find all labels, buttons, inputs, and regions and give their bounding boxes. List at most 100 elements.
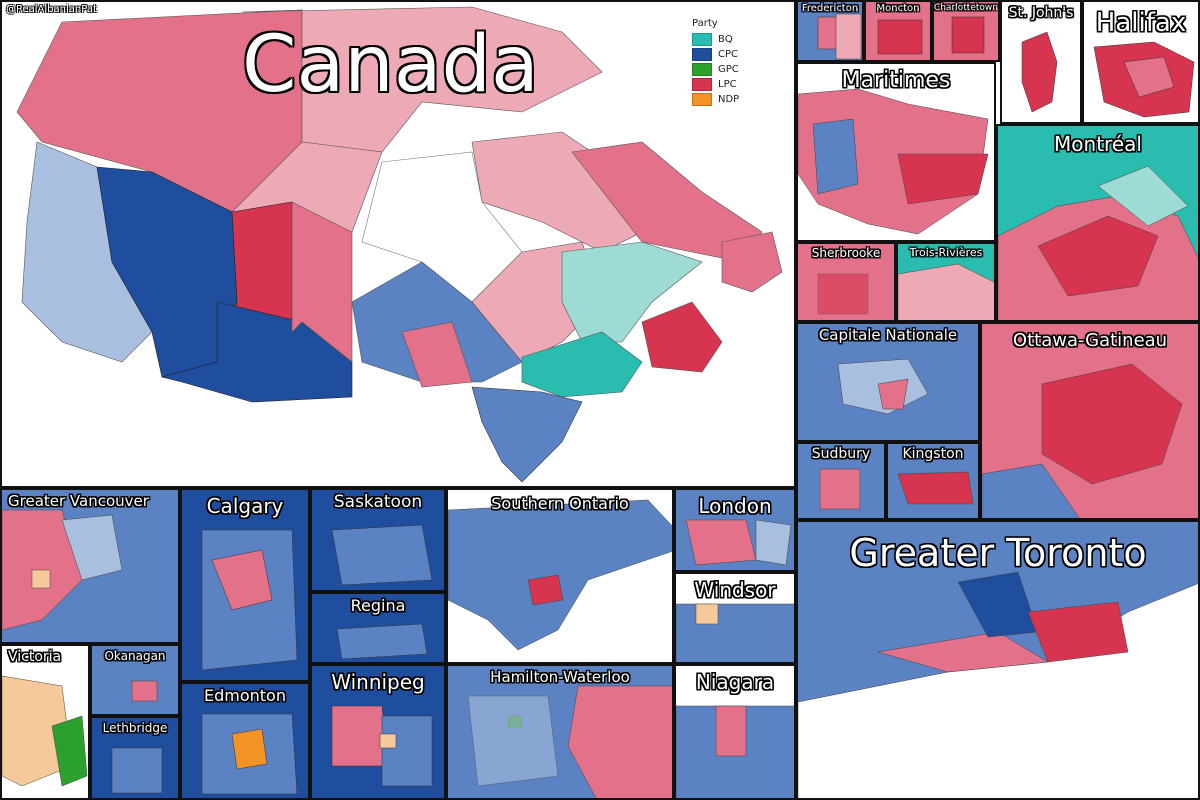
inset-trois-rivieres: Trois-Rivières (896, 242, 996, 322)
inset-winnipeg: Winnipeg (310, 664, 446, 800)
inset-halifax: Halifax (1082, 0, 1200, 124)
legend-label: CPC (718, 49, 738, 60)
region-manitoba-north (291, 201, 353, 363)
inset-title: Charlottetown (934, 3, 998, 13)
inset-title: Sudbury (811, 446, 871, 462)
main-title: Canada (242, 20, 539, 110)
legend: Party BQ CPC GPC LPC NDP (692, 18, 739, 107)
inset-title: Lethbridge (102, 721, 168, 735)
inset-map (1021, 31, 1058, 113)
inset-map (331, 524, 433, 586)
inset-map (676, 603, 794, 662)
inset-map (331, 705, 433, 787)
inset-title: Victoria (8, 649, 62, 665)
inset-title: Regina (350, 596, 406, 615)
inset-ottawa-gatineau: Ottawa-Gatineau (980, 322, 1200, 520)
inset-title: Montréal (1054, 132, 1142, 156)
inset-map (798, 571, 1198, 798)
inset-sherbrooke: Sherbrooke (796, 242, 896, 322)
inset-saskatoon: Saskatoon (310, 488, 446, 592)
region-arctic-islands (241, 6, 603, 153)
inset-map (998, 165, 1198, 320)
inset-windsor: Windsor (674, 572, 796, 664)
legend-swatch (692, 48, 712, 61)
inset-map (685, 519, 792, 566)
inset-map (2, 509, 123, 631)
inset-title: Calgary (206, 494, 284, 518)
inset-map (201, 713, 298, 795)
inset-edmonton: Edmonton (180, 682, 310, 800)
inset-map (131, 680, 158, 702)
region-southern-ontario (471, 386, 583, 483)
legend-label: NDP (718, 94, 740, 105)
inset-map (951, 16, 985, 54)
inset-map (897, 471, 974, 505)
inset-map (877, 19, 923, 55)
inset-greater-vancouver: Greater Vancouver (0, 488, 180, 644)
inset-kingston: Kingston (886, 442, 980, 520)
region-ontario-mid (401, 321, 473, 388)
inset-fredericton: Fredericton (796, 0, 864, 62)
inset-title: Windsor (694, 578, 776, 602)
inset-title: Winnipeg (331, 670, 425, 694)
inset-map (1093, 41, 1195, 118)
inset-title: Okanagan (104, 649, 166, 663)
inset-title: Fredericton (801, 3, 859, 14)
inset-title: St. John's (1008, 5, 1074, 21)
inset-map (448, 499, 672, 651)
inset-greater-toronto: Greater Toronto (796, 520, 1200, 800)
inset-st-johns: St. John's (1000, 0, 1082, 124)
inset-title: Maritimes (841, 68, 951, 93)
credit-handle: @RealAlbanianPat (6, 4, 97, 15)
inset-title: Edmonton (204, 686, 286, 705)
inset-map (798, 88, 989, 235)
inset-maritimes: Maritimes (796, 62, 996, 242)
inset-map (982, 363, 1183, 518)
inset-okanagan: Okanagan (90, 644, 180, 716)
inset-title: Saskatoon (333, 492, 423, 512)
inset-title: Capitale Nationale (818, 326, 958, 344)
inset-map (817, 273, 869, 315)
canada-map-panel: @RealAlbanianPat Canada Party BQ CPC GPC… (0, 0, 796, 488)
legend-swatch (692, 78, 712, 91)
region-newfoundland (721, 231, 783, 293)
region-quebec-bq (561, 241, 703, 343)
inset-hamilton-waterloo: Hamilton-Waterloo (446, 664, 674, 800)
inset-map (111, 747, 163, 794)
inset-title: Moncton (876, 3, 920, 14)
inset-charlottetown: Charlottetown (932, 0, 1000, 62)
legend-swatch (692, 63, 712, 76)
inset-title: London (698, 494, 772, 518)
region-quebec-south (521, 331, 643, 398)
legend-item-gpc: GPC (692, 62, 739, 77)
inset-map (467, 685, 672, 798)
inset-calgary: Calgary (180, 488, 310, 682)
inset-title: Southern Ontario (491, 494, 629, 513)
canada-map (16, 6, 783, 483)
inset-map (676, 705, 794, 798)
legend-item-cpc: CPC (692, 47, 739, 62)
inset-regina: Regina (310, 592, 446, 664)
inset-title: Trois-Rivières (909, 246, 983, 259)
inset-map (898, 263, 994, 320)
inset-map (2, 675, 88, 787)
inset-map (817, 13, 862, 60)
inset-title: Halifax (1095, 8, 1187, 38)
legend-swatch (692, 93, 712, 106)
inset-map (201, 529, 298, 671)
legend-label: GPC (718, 64, 739, 75)
inset-title: Kingston (902, 446, 964, 462)
inset-title: Hamilton-Waterloo (490, 668, 630, 686)
inset-title: Sherbrooke (811, 246, 881, 260)
inset-southern-ontario: Southern Ontario (446, 488, 674, 664)
inset-london: London (674, 488, 796, 572)
inset-map (336, 623, 428, 660)
inset-montreal: Montréal (996, 124, 1200, 322)
legend-item-lpc: LPC (692, 77, 739, 92)
inset-title: Greater Vancouver (8, 492, 149, 510)
region-maritimes (641, 301, 723, 373)
inset-title: Greater Toronto (849, 531, 1147, 575)
legend-item-ndp: NDP (692, 92, 739, 107)
legend-title: Party (692, 18, 718, 29)
